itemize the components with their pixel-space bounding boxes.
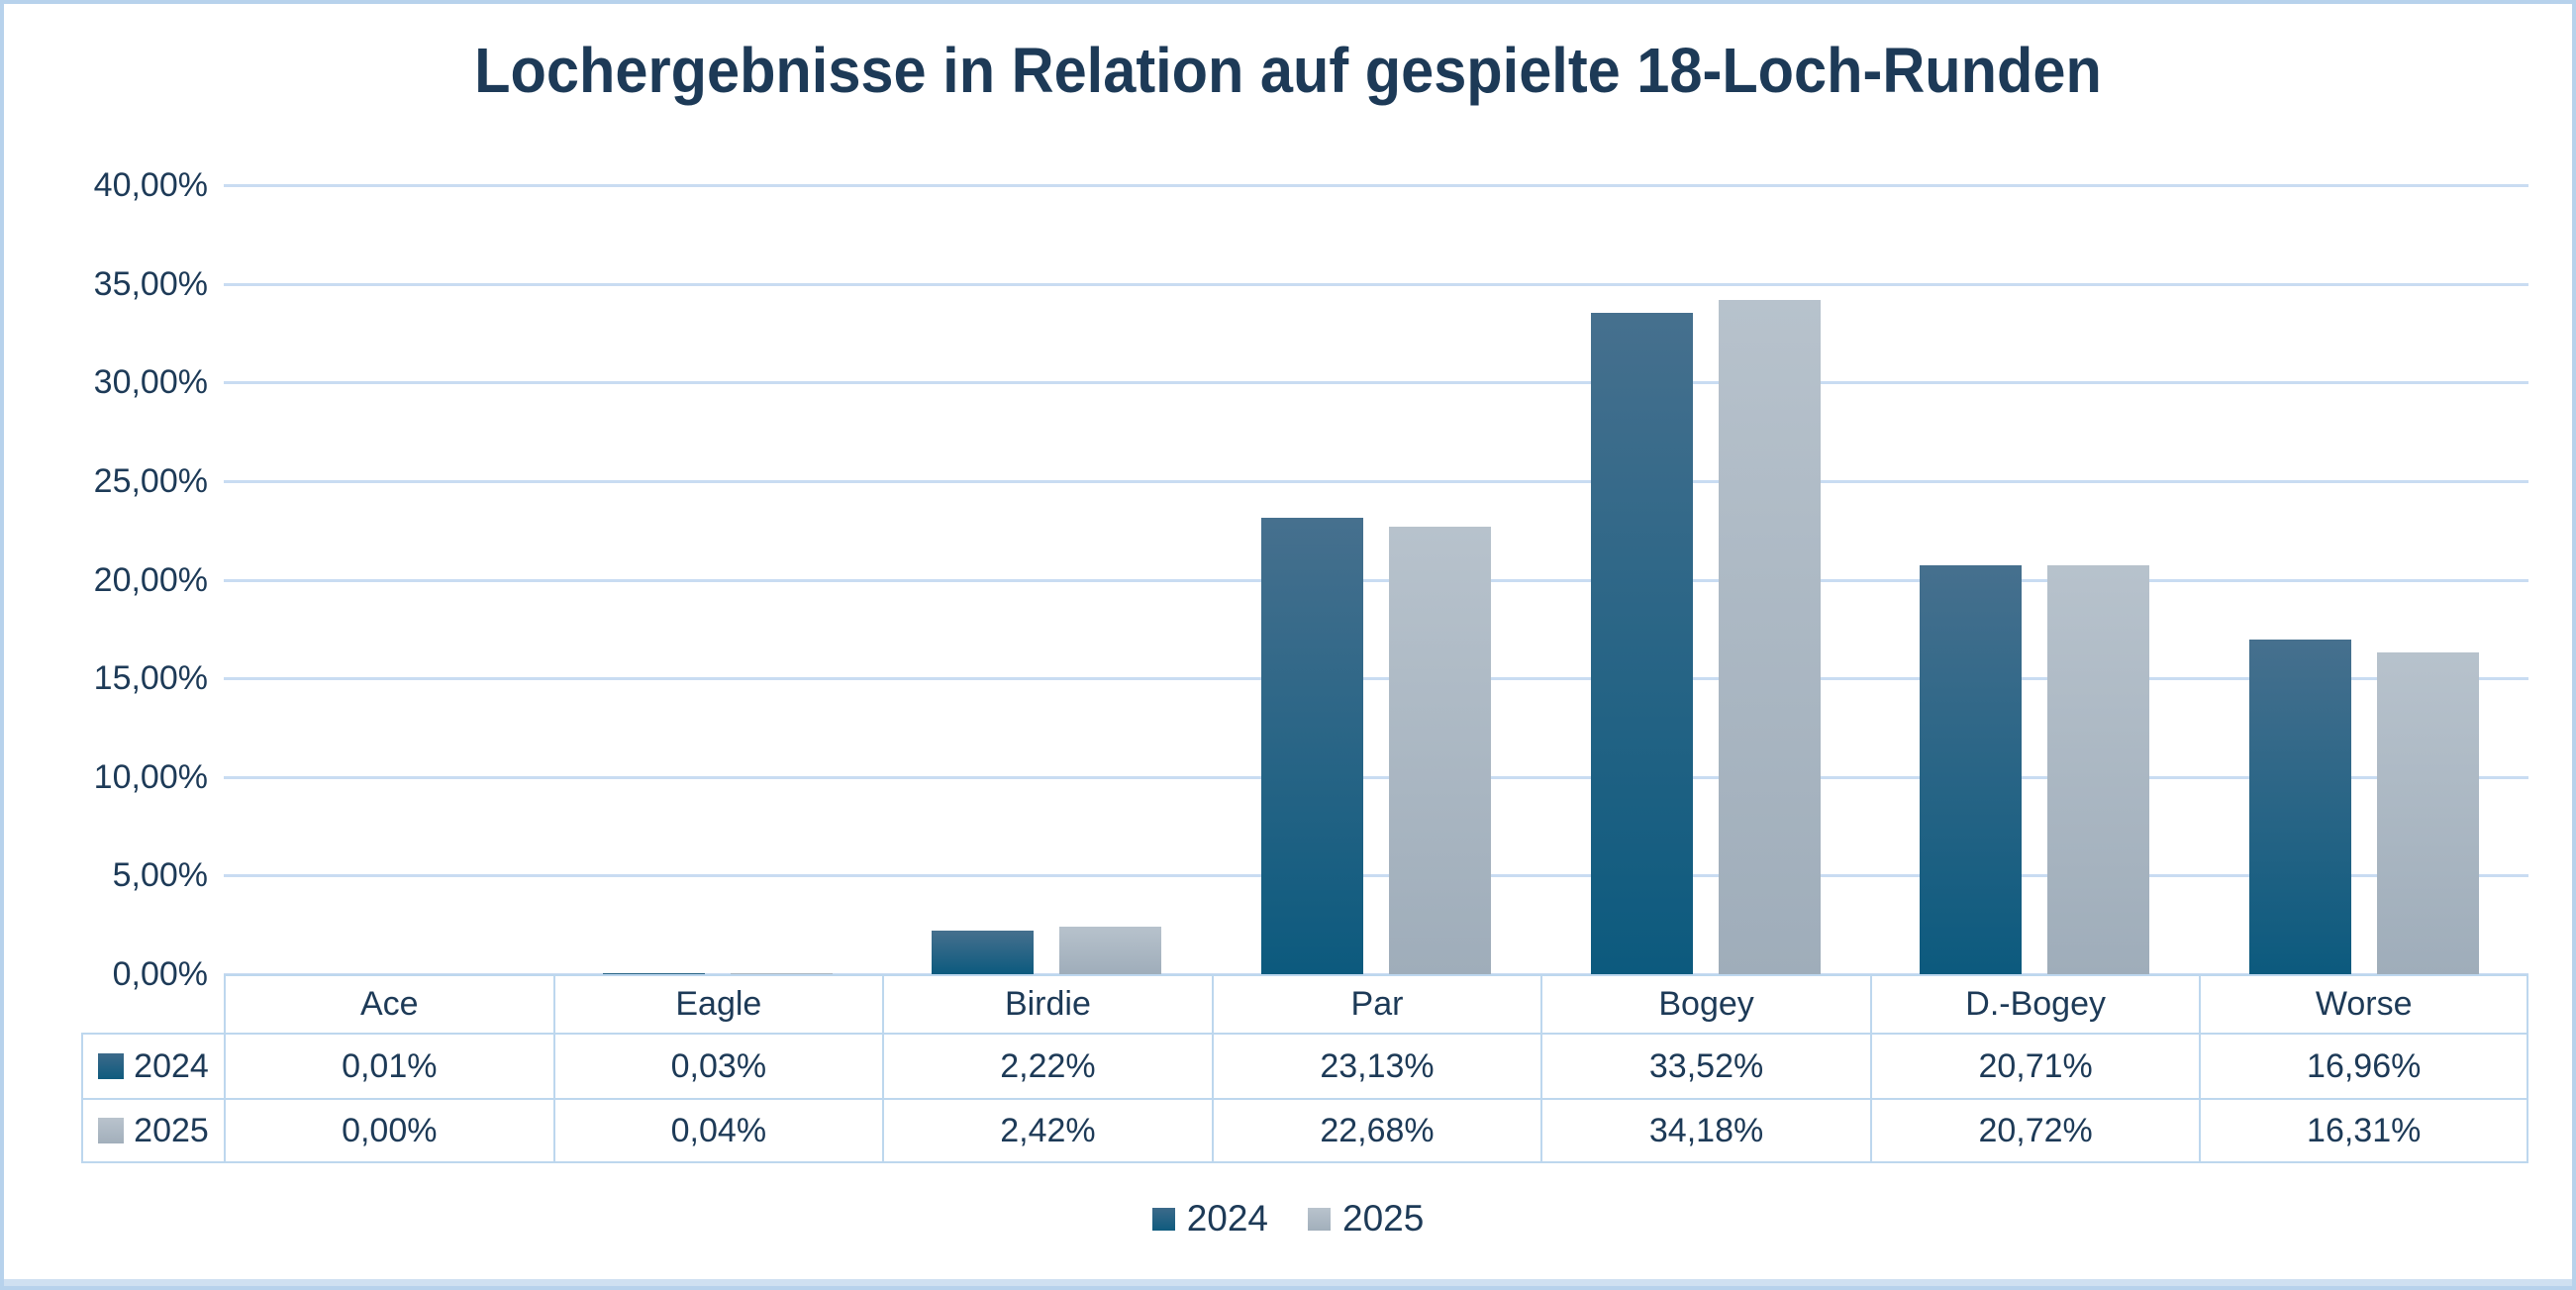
- table-row-label: 2025: [134, 1111, 209, 1149]
- table-value-2024-bogey: 33,52%: [1540, 1033, 1870, 1098]
- table-header-par: Par: [1211, 974, 1541, 1033]
- y-tick-label: 35,00%: [93, 265, 208, 303]
- table-value-2024-par: 23,13%: [1211, 1033, 1541, 1098]
- table-row-key-2024: 2024: [81, 1033, 224, 1098]
- y-tick-label: 0,00%: [112, 955, 208, 993]
- table-row-key-2025: 2025: [81, 1098, 224, 1163]
- gridline: [224, 381, 2528, 384]
- gridline: [224, 677, 2528, 680]
- table-row-label: 2024: [134, 1046, 209, 1085]
- y-tick-label: 20,00%: [93, 561, 208, 599]
- bottom-strip: [4, 1279, 2572, 1286]
- chart-legend: 2024 2025: [4, 1198, 2572, 1240]
- y-tick-label: 10,00%: [93, 758, 208, 796]
- table-value-2024-ace: 0,01%: [224, 1033, 553, 1098]
- table-header-worse: Worse: [2199, 974, 2528, 1033]
- bar-2024-eagle: [603, 973, 705, 974]
- table-value-2025-worse: 16,31%: [2199, 1098, 2528, 1163]
- bar-2024-birdie: [932, 931, 1034, 974]
- table-value-2025-d.-bogey: 20,72%: [1869, 1098, 2200, 1163]
- bar-2025-eagle: [731, 973, 833, 974]
- table-header-d.-bogey: D.-Bogey: [1869, 974, 2200, 1033]
- table-corner-cell: [81, 974, 224, 1033]
- table-value-2024-eagle: 0,03%: [552, 1033, 883, 1098]
- bar-2025-worse: [2377, 652, 2479, 974]
- table-value-2024-worse: 16,96%: [2199, 1033, 2528, 1098]
- table-value-2025-eagle: 0,04%: [552, 1098, 883, 1163]
- y-tick-label: 5,00%: [112, 856, 208, 894]
- bar-2025-d.-bogey: [2047, 565, 2149, 974]
- gridline: [224, 579, 2528, 582]
- table-value-2025-ace: 0,00%: [224, 1098, 553, 1163]
- y-tick-label: 15,00%: [93, 659, 208, 697]
- table-header-birdie: Birdie: [882, 974, 1212, 1033]
- legend-label: 2024: [1186, 1198, 1268, 1239]
- legend-label: 2025: [1342, 1198, 1425, 1239]
- table-value-2025-birdie: 2,42%: [882, 1098, 1212, 1163]
- chart-title: Lochergebnisse in Relation auf gespielte…: [474, 35, 2102, 106]
- table-value-2025-bogey: 34,18%: [1540, 1098, 1870, 1163]
- legend-key-2024-icon: [98, 1053, 125, 1079]
- table-value-2024-birdie: 2,22%: [882, 1033, 1212, 1098]
- y-tick-label: 30,00%: [93, 363, 208, 401]
- bar-2025-birdie: [1059, 927, 1161, 974]
- gridline: [224, 283, 2528, 286]
- bar-2024-bogey: [1591, 313, 1693, 974]
- bar-2025-bogey: [1719, 300, 1821, 974]
- gridline: [224, 776, 2528, 779]
- gridline: [224, 184, 2528, 187]
- bar-2024-worse: [2249, 640, 2351, 974]
- bar-2024-d.-bogey: [1920, 565, 2022, 974]
- bar-2025-par: [1389, 527, 1491, 974]
- table-header-eagle: Eagle: [552, 974, 883, 1033]
- table-value-2024-d.-bogey: 20,71%: [1869, 1033, 2200, 1098]
- data-table: Ace Eagle Birdie Par Bogey D.-Bogey Worse 2024 0…: [81, 974, 2528, 1163]
- table-value-2025-par: 22,68%: [1211, 1098, 1541, 1163]
- gridline: [224, 874, 2528, 877]
- legend-swatch-2024-icon: [1151, 1207, 1175, 1231]
- legend-item-2025: 2025: [1308, 1198, 1424, 1240]
- table-header-bogey: Bogey: [1540, 974, 1870, 1033]
- bar-2024-par: [1261, 518, 1363, 974]
- legend-item-2024: 2024: [1151, 1198, 1268, 1240]
- table-header-ace: Ace: [224, 974, 553, 1033]
- y-tick-label: 25,00%: [93, 462, 208, 500]
- gridline: [224, 480, 2528, 483]
- legend-key-2025-icon: [98, 1118, 125, 1143]
- y-tick-label: 40,00%: [93, 166, 208, 204]
- legend-swatch-2025-icon: [1308, 1207, 1331, 1231]
